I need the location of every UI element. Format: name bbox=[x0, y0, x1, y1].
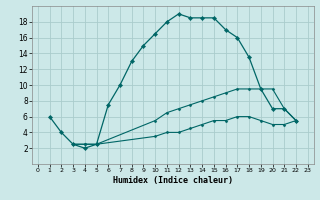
X-axis label: Humidex (Indice chaleur): Humidex (Indice chaleur) bbox=[113, 176, 233, 185]
